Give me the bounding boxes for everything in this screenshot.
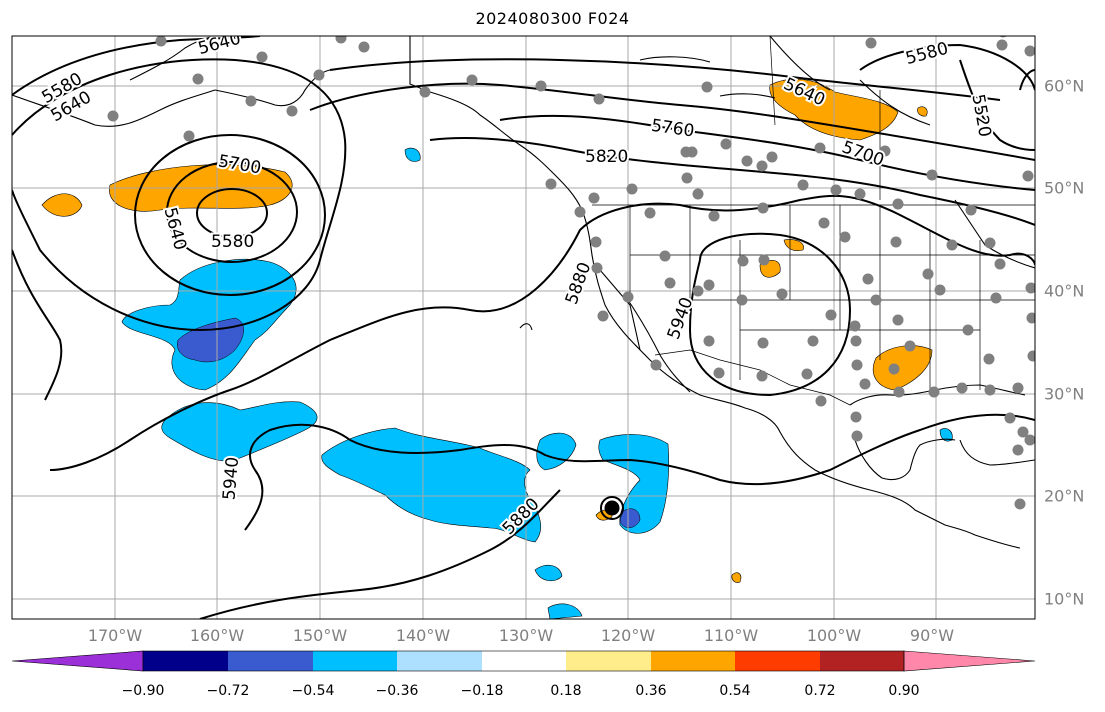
colorbar — [11, 650, 1036, 672]
latitude-label: 40°N — [1044, 281, 1085, 301]
colorbar-tick-label: 0.54 — [719, 683, 751, 699]
longitude-label: 120°W — [600, 626, 656, 645]
colorbar-segment — [566, 651, 651, 671]
colorbar-segment — [313, 651, 397, 671]
gridlines — [12, 36, 1035, 619]
latitude-label: 60°N — [1044, 76, 1085, 96]
weather-map: 5580 5640 5700 5580 5640 5580 5640 5760 … — [11, 35, 1036, 620]
colorbar-tick-label: 0.36 — [635, 683, 667, 699]
longitude-label: 150°W — [292, 626, 348, 645]
colorbar-tick-label: −0.18 — [460, 683, 504, 699]
colorbar-extend-max — [903, 650, 1036, 672]
map-title: 2024080300 F024 — [475, 9, 630, 28]
colorbar-tick-label: −0.36 — [375, 683, 419, 699]
longitude-label: 140°W — [395, 626, 451, 645]
contour-label: 5820 — [585, 147, 628, 167]
contour-label: 5940 — [219, 456, 243, 501]
longitude-label: 110°W — [703, 626, 759, 645]
colorbar-segment — [482, 651, 566, 671]
colorbar-tick-label: 0.18 — [550, 683, 582, 699]
latitude-label: 10°N — [1044, 589, 1085, 609]
longitude-label: 100°W — [806, 626, 862, 645]
colorbar-segment — [820, 651, 904, 671]
colorbar-tick-label: 0.72 — [804, 683, 836, 699]
longitude-label: 160°W — [189, 626, 245, 645]
colorbar-tick-label: 0.90 — [888, 683, 920, 699]
colorbar-segment — [143, 651, 228, 671]
latitude-label: 30°N — [1044, 384, 1085, 404]
colorbar-tick-label: −0.54 — [291, 683, 335, 699]
latitude-label: 50°N — [1044, 178, 1085, 198]
longitude-label: 170°W — [87, 626, 143, 645]
colorbar-segment — [735, 651, 820, 671]
political-borders — [592, 36, 1035, 406]
latitude-label: 20°N — [1044, 486, 1085, 506]
contour-label: 5580 — [211, 232, 254, 252]
map-frame — [11, 35, 1036, 620]
station-markers — [107, 36, 1035, 510]
colorbar-segment — [397, 651, 482, 671]
height-contours — [12, 36, 1035, 619]
colorbar-extend-min — [11, 650, 144, 672]
colorbar-tick-label: −0.90 — [121, 683, 165, 699]
colorbar-segment — [651, 651, 735, 671]
longitude-label: 130°W — [498, 626, 554, 645]
colorbar-frame — [142, 650, 905, 672]
longitude-label: 90°W — [909, 626, 955, 645]
hurricane-marker-icon — [604, 500, 620, 516]
colorbar-tick-label: −0.72 — [206, 683, 250, 699]
colorbar-segment — [228, 651, 313, 671]
